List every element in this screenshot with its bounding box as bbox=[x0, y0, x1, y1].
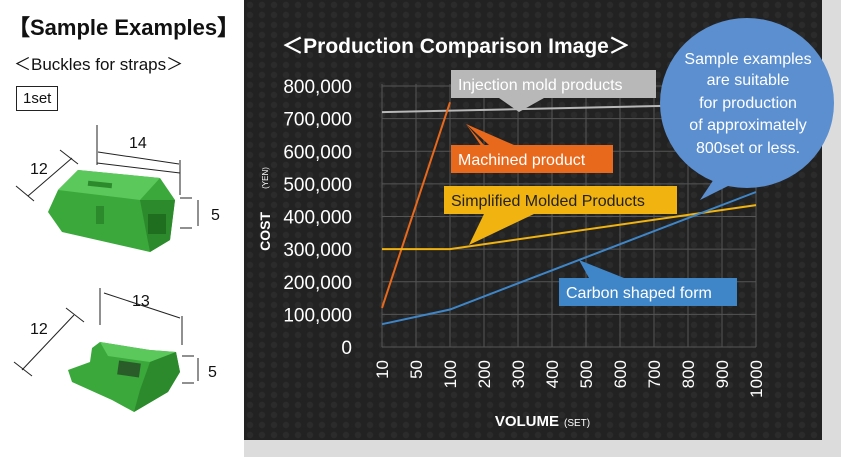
buckle-1-image: 14 12 5 bbox=[15, 125, 220, 252]
x-tick-label: 900 bbox=[713, 360, 732, 388]
x-tick-label: 600 bbox=[611, 360, 630, 388]
label-simplified: Simplified Molded Products bbox=[444, 186, 677, 245]
series-carbon-line bbox=[381, 191, 757, 326]
x-tick-label: 300 bbox=[509, 360, 528, 388]
y-tick-label: 700,000 bbox=[283, 110, 352, 131]
set-label: 1set bbox=[16, 86, 59, 111]
x-tick-label: 10 bbox=[373, 360, 392, 379]
chart-title: ＜Production Comparison Image＞ bbox=[282, 35, 630, 58]
x-tick-label: 400 bbox=[543, 360, 562, 388]
y-tick-label: 400,000 bbox=[283, 208, 352, 229]
buckle-2-depth: 12 bbox=[30, 321, 48, 338]
bottom-margin-bar bbox=[244, 440, 822, 457]
legend-machined: Machined product bbox=[458, 152, 586, 169]
x-tick-label: 100 bbox=[441, 360, 460, 388]
x-tick-label: 200 bbox=[475, 360, 494, 388]
buckle-1-depth: 12 bbox=[30, 161, 48, 178]
buckle-2-image: 13 12 5 bbox=[13, 288, 217, 412]
series-simplified-line bbox=[382, 204, 757, 251]
y-tick-label: 800,000 bbox=[283, 77, 352, 98]
label-carbon: Carbon shaped form bbox=[559, 260, 737, 306]
buckle-2-width: 13 bbox=[132, 293, 150, 310]
chart-panel: ＜Production Comparison Image＞ 0 100,000 20… bbox=[244, 0, 822, 440]
sample-subtitle: ＜Buckles for straps＞ bbox=[14, 55, 184, 74]
buckle-2-height: 5 bbox=[208, 364, 217, 381]
y-axis-label: COST bbox=[257, 212, 273, 251]
legend-carbon: Carbon shaped form bbox=[566, 285, 712, 302]
x-tick-label: 500 bbox=[577, 360, 596, 388]
legend-injection: Injection mold products bbox=[458, 77, 623, 94]
y-tick-label: 100,000 bbox=[283, 305, 352, 326]
y-tick-label: 600,000 bbox=[283, 142, 352, 163]
x-tick-label: 50 bbox=[407, 360, 426, 379]
production-comparison-chart: ＜Production Comparison Image＞ 0 100,000 20… bbox=[244, 0, 822, 440]
y-tick-label: 0 bbox=[341, 338, 352, 359]
right-margin-bar bbox=[822, 0, 841, 457]
sample-title: 【Sample Examples】 bbox=[8, 15, 240, 40]
buckle-illustrations: 14 12 5 13 12 5 bbox=[13, 125, 220, 412]
x-axis-label: VOLUME bbox=[495, 413, 559, 430]
legend-simplified: Simplified Molded Products bbox=[451, 193, 645, 210]
series-machined-line bbox=[381, 101, 451, 309]
label-machined: Machined product bbox=[451, 124, 613, 173]
x-tick-label: 1000 bbox=[747, 360, 766, 398]
y-tick-label: 200,000 bbox=[283, 273, 352, 294]
y-tick-label: 300,000 bbox=[283, 240, 352, 261]
y-axis-unit: (YEN) bbox=[261, 167, 270, 189]
y-axis-ticks: 0 100,000 200,000 300,000 400,000 500,000 600,… bbox=[283, 77, 352, 359]
label-injection: Injection mold products bbox=[451, 70, 656, 112]
buckle-1-height: 5 bbox=[211, 207, 220, 224]
y-tick-label: 500,000 bbox=[283, 175, 352, 196]
x-axis-unit: (SET) bbox=[564, 418, 590, 429]
x-tick-label: 800 bbox=[679, 360, 698, 388]
sample-panel: 【Sample Examples】 ＜Buckles for straps＞ 1… bbox=[0, 0, 244, 457]
x-tick-label: 700 bbox=[645, 360, 664, 388]
x-axis-ticks: 10 50 100 200 300 400 500 600 700 800 900 1000 bbox=[373, 360, 766, 398]
buckle-1-width: 14 bbox=[129, 135, 147, 152]
